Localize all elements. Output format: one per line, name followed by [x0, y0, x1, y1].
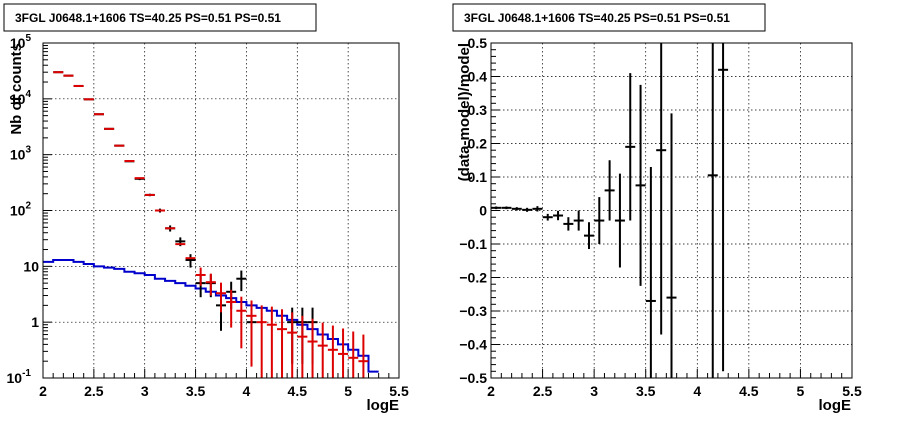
y-tick-label: 10-1 — [7, 368, 32, 386]
tick-exponent: 3 — [25, 145, 31, 156]
x-tick-label: 4 — [693, 383, 701, 399]
x-tick-label: 5 — [797, 383, 805, 399]
x-tick-label: 5.5 — [842, 383, 862, 399]
counts-panel: 3FGL J0648.1+1606 TS=40.25 PS=0.51 PS=0.… — [3, 3, 409, 414]
x-tick-label: 3.5 — [636, 383, 656, 399]
title-box — [452, 3, 766, 32]
background-step-line — [43, 258, 379, 373]
tick-exponent: 5 — [25, 33, 31, 44]
chart-title: 3FGL J0648.1+1606 TS=40.25 PS=0.51 PS=0.… — [464, 11, 730, 25]
chart-title: 3FGL J0648.1+1606 TS=40.25 PS=0.51 PS=0.… — [15, 11, 281, 25]
x-axis: 2 2.5 3 3.5 4 4.5 5 5.5 — [487, 369, 862, 399]
y-tick-label: 10 — [23, 258, 39, 274]
residual-panel: 3FGL J0648.1+1606 TS=40.25 PS=0.51 PS=0.… — [452, 3, 862, 414]
plot-frame — [42, 42, 400, 379]
y-tick-label: 0.5 — [468, 35, 488, 51]
y-tick-label: −0.4 — [459, 337, 487, 353]
plot-frame — [490, 42, 853, 379]
data-series — [53, 71, 318, 364]
title-box — [3, 3, 317, 32]
y-tick-label: 0.1 — [468, 169, 488, 185]
model-series — [53, 71, 369, 378]
y-tick-label: 0.4 — [468, 69, 488, 85]
x-tick-label: 5.5 — [389, 383, 409, 399]
y-tick-label: 1 — [31, 314, 39, 330]
y-tick-label: −0.1 — [459, 236, 487, 252]
tick-exponent: 2 — [25, 201, 31, 212]
x-tick-label: 4.5 — [288, 383, 308, 399]
y-tick-label: −0.3 — [459, 303, 487, 319]
grid — [43, 43, 399, 378]
tick-exponent: -1 — [22, 368, 31, 379]
x-tick-label: 2.5 — [84, 383, 104, 399]
x-tick-label: 2 — [39, 383, 47, 399]
y-tick-label: 0.2 — [468, 136, 488, 152]
y-tick-label: −0.5 — [459, 370, 487, 386]
y-tick-label: 103 — [10, 145, 32, 163]
x-axis-label: logE — [367, 397, 400, 414]
x-tick-label: 4.5 — [739, 383, 759, 399]
background-histogram — [43, 258, 379, 373]
y-tick-label: 102 — [10, 201, 32, 219]
x-tick-label: 2.5 — [533, 383, 553, 399]
x-tick-label: 4 — [243, 383, 251, 399]
x-tick-label: 3.5 — [186, 383, 206, 399]
tick-exponent: 4 — [25, 89, 31, 100]
x-axis-label: logE — [819, 397, 852, 414]
x-axis: 2 2.5 3 3.5 4 4.5 5 5.5 — [39, 369, 409, 399]
y-axis: −0.5 −0.4 −0.3 −0.2 −0.1 0 0.1 0.2 0.3 0.4 0.5 — [459, 35, 500, 386]
y-tick-label: 0 — [479, 203, 487, 219]
y-tick-label: 0.3 — [468, 102, 488, 118]
residual-series — [491, 43, 729, 378]
x-tick-label: 2 — [487, 383, 495, 399]
x-tick-label: 3 — [590, 383, 598, 399]
y-tick-label: −0.2 — [459, 270, 487, 286]
y-axis-label: (data-model)/model — [456, 43, 473, 181]
x-tick-label: 5 — [344, 383, 352, 399]
y-axis-label: Nb of counts — [8, 43, 25, 135]
x-tick-label: 3 — [141, 383, 149, 399]
